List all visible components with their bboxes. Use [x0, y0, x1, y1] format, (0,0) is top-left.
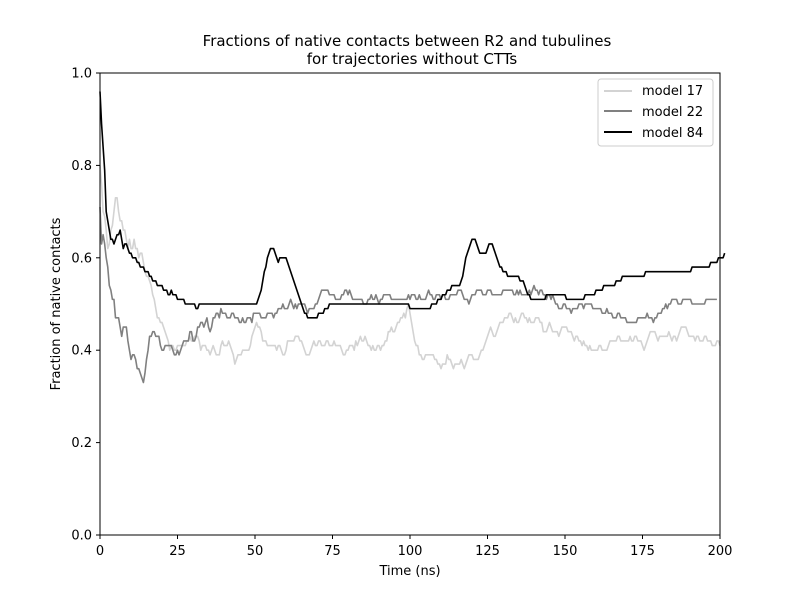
x-tick-label: 175 [630, 544, 655, 559]
series-line-model-17 [99, 165, 721, 370]
y-tick-label: 0.0 [71, 529, 92, 544]
x-tick-label: 200 [708, 544, 733, 559]
x-axis-label: Time (ns) [378, 564, 440, 579]
legend-label-model-22: model 22 [642, 105, 703, 120]
y-tick-label: 0.6 [71, 251, 92, 266]
series-line-model-84 [99, 91, 726, 319]
y-tick-label: 1.0 [71, 67, 92, 82]
legend: model 17 model 22 model 84 [597, 78, 714, 147]
x-tick-label: 100 [398, 544, 423, 559]
x-tick-label: 25 [169, 544, 186, 559]
series-line-model-22 [99, 206, 717, 384]
legend-box [597, 78, 714, 147]
y-tick-label: 0.2 [71, 436, 92, 451]
y-axis-label: Fraction of native contacts [49, 217, 64, 390]
y-axis-ticks: 0.0 0.2 0.4 0.6 0.8 1.0 [71, 67, 100, 544]
x-tick-label: 50 [247, 544, 264, 559]
x-axis-ticks: 0 25 50 75 100 125 150 175 200 [96, 535, 733, 559]
chart-title-line-2: for trajectories without CTTs [307, 50, 518, 68]
x-tick-label: 125 [475, 544, 500, 559]
legend-label-model-17: model 17 [642, 84, 703, 99]
x-tick-label: 150 [553, 544, 578, 559]
x-tick-label: 0 [96, 544, 104, 559]
series-layer [99, 91, 726, 384]
legend-label-model-84: model 84 [642, 126, 703, 141]
y-tick-label: 0.8 [71, 159, 92, 174]
y-tick-label: 0.4 [71, 344, 92, 359]
chart-title-line-1: Fractions of native contacts between R2 … [203, 32, 612, 50]
x-tick-label: 75 [324, 544, 341, 559]
